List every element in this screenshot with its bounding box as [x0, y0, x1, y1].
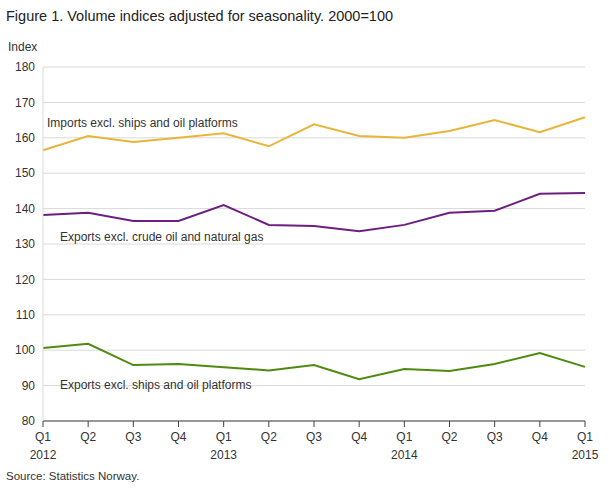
svg-text:Q4: Q4	[351, 430, 367, 444]
svg-text:Q3: Q3	[487, 430, 503, 444]
html-text:Index: Index	[8, 40, 38, 54]
svg-text:Q1: Q1	[396, 430, 412, 444]
svg-text:Q3: Q3	[125, 430, 141, 444]
svg-text:Q2: Q2	[441, 430, 457, 444]
svg-text:Q2: Q2	[261, 430, 277, 444]
svg-text:Q1: Q1	[35, 430, 51, 444]
svg-text:120: 120	[15, 273, 35, 287]
html-text:Source: Statistics Norway.: Source: Statistics Norway.	[6, 470, 140, 482]
html-text:Exports excl. ships and oil pl: Exports excl. ships and oil platforms	[60, 378, 252, 392]
svg-text:90: 90	[22, 379, 36, 393]
html-text:Imports excl. ships and oil pl: Imports excl. ships and oil platforms	[47, 116, 238, 130]
html-text:Figure 1. Volume indices adjus: Figure 1. Volume indices adjusted for se…	[6, 8, 393, 24]
svg-text:Q2: Q2	[80, 430, 96, 444]
svg-text:140: 140	[15, 202, 35, 216]
svg-text:Q1: Q1	[216, 430, 232, 444]
svg-text:150: 150	[15, 166, 35, 180]
svg-text:110: 110	[16, 308, 35, 322]
svg-text:180: 180	[15, 60, 35, 74]
svg-text:Q1: Q1	[577, 430, 593, 444]
svg-text:2014: 2014	[391, 448, 418, 462]
svg-text:160: 160	[15, 131, 35, 145]
svg-text:2015: 2015	[572, 448, 599, 462]
svg-text:170: 170	[15, 96, 35, 110]
svg-text:130: 130	[15, 237, 35, 251]
svg-text:2013: 2013	[210, 448, 237, 462]
svg-text:80: 80	[22, 414, 36, 428]
html-text:Exports excl. crude oil and na: Exports excl. crude oil and natural gas	[60, 230, 264, 244]
svg-text:Q3: Q3	[306, 430, 322, 444]
svg-text:Q4: Q4	[532, 430, 548, 444]
svg-text:100: 100	[15, 343, 35, 357]
svg-text:2012: 2012	[30, 448, 57, 462]
svg-text:Q4: Q4	[170, 430, 186, 444]
